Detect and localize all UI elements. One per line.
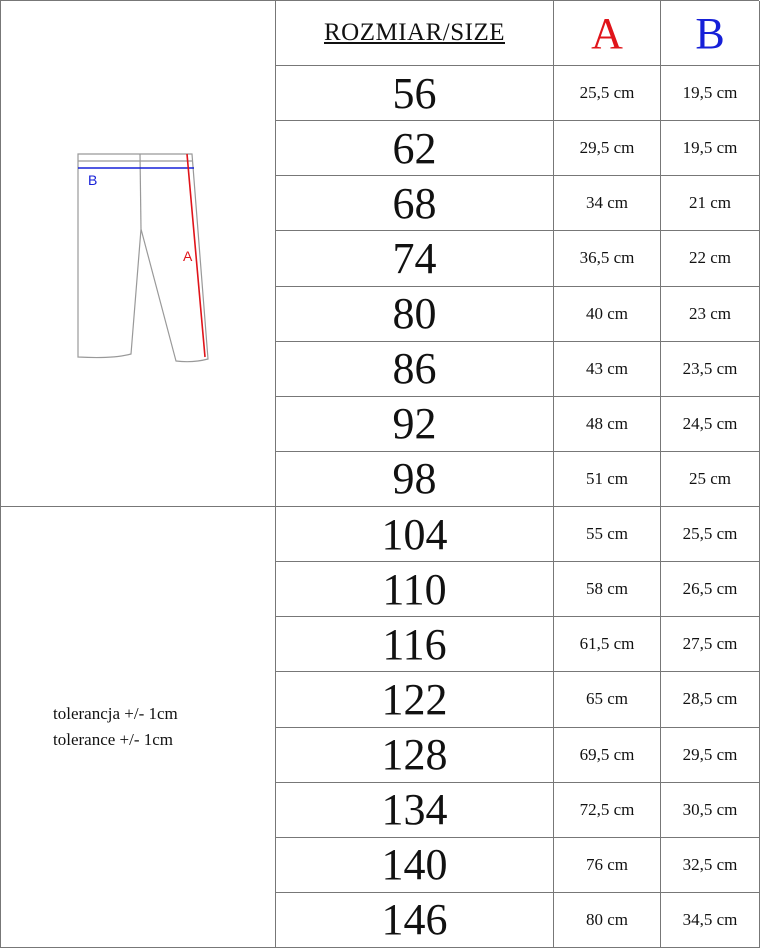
measure-b-cell: 24,5 cm	[661, 396, 760, 452]
measure-a-line	[186, 153, 206, 357]
measure-b-cell: 27,5 cm	[661, 617, 760, 673]
measure-b-cell: 25 cm	[661, 451, 760, 507]
size-cell: 146	[276, 892, 554, 948]
measure-a-cell: 80 cm	[554, 892, 661, 948]
size-cell: 104	[276, 507, 554, 563]
measure-a-cell: 40 cm	[554, 286, 661, 342]
size-cell: 134	[276, 782, 554, 838]
size-cell: 80	[276, 286, 554, 342]
size-cell: 68	[276, 176, 554, 232]
measure-a-cell: 25,5 cm	[554, 66, 661, 122]
measure-a-cell: 36,5 cm	[554, 231, 661, 287]
measure-a-cell: 48 cm	[554, 396, 661, 452]
size-cell: 86	[276, 341, 554, 397]
measure-b-cell: 29,5 cm	[661, 727, 760, 783]
diagram-label-b: B	[88, 172, 97, 188]
size-cell: 98	[276, 451, 554, 507]
size-cell: 116	[276, 617, 554, 673]
measure-b-cell: 28,5 cm	[661, 672, 760, 728]
diagram-label-a: A	[183, 248, 193, 264]
measure-b-cell: 34,5 cm	[661, 892, 760, 948]
measure-b-cell: 19,5 cm	[661, 66, 760, 122]
header-b: B	[661, 1, 760, 66]
tolerance-cell: tolerancja +/- 1cm tolerance +/- 1cm	[1, 507, 276, 948]
measure-a-cell: 61,5 cm	[554, 617, 661, 673]
measure-a-cell: 69,5 cm	[554, 727, 661, 783]
size-cell: 128	[276, 727, 554, 783]
measure-b-cell: 23 cm	[661, 286, 760, 342]
size-cell: 92	[276, 396, 554, 452]
measure-b-cell: 19,5 cm	[661, 121, 760, 177]
measure-a-cell: 34 cm	[554, 176, 661, 232]
measure-b-cell: 21 cm	[661, 176, 760, 232]
size-cell: 62	[276, 121, 554, 177]
measure-b-cell: 25,5 cm	[661, 507, 760, 563]
size-cell: 56	[276, 66, 554, 122]
measure-b-cell: 32,5 cm	[661, 837, 760, 893]
size-cell: 74	[276, 231, 554, 287]
pants-icon: B A	[77, 152, 209, 362]
measure-a-cell: 43 cm	[554, 341, 661, 397]
measure-b-cell: 23,5 cm	[661, 341, 760, 397]
tolerance-en: tolerance +/- 1cm	[53, 730, 174, 749]
measure-a-cell: 72,5 cm	[554, 782, 661, 838]
header-a: A	[554, 1, 661, 66]
size-cell: 122	[276, 672, 554, 728]
measure-a-cell: 55 cm	[554, 507, 661, 563]
measure-b-cell: 22 cm	[661, 231, 760, 287]
measure-a-cell: 51 cm	[554, 451, 661, 507]
diagram-cell: B A	[1, 1, 276, 507]
measure-b-cell: 30,5 cm	[661, 782, 760, 838]
measure-a-cell: 76 cm	[554, 837, 661, 893]
measure-a-cell: 65 cm	[554, 672, 661, 728]
measure-b-cell: 26,5 cm	[661, 562, 760, 618]
size-cell: 110	[276, 562, 554, 618]
header-size: ROZMIAR/SIZE	[276, 1, 554, 66]
measure-a-cell: 29,5 cm	[554, 121, 661, 177]
size-cell: 140	[276, 837, 554, 893]
tolerance-pl: tolerancja +/- 1cm	[53, 704, 178, 723]
measure-a-cell: 58 cm	[554, 562, 661, 618]
